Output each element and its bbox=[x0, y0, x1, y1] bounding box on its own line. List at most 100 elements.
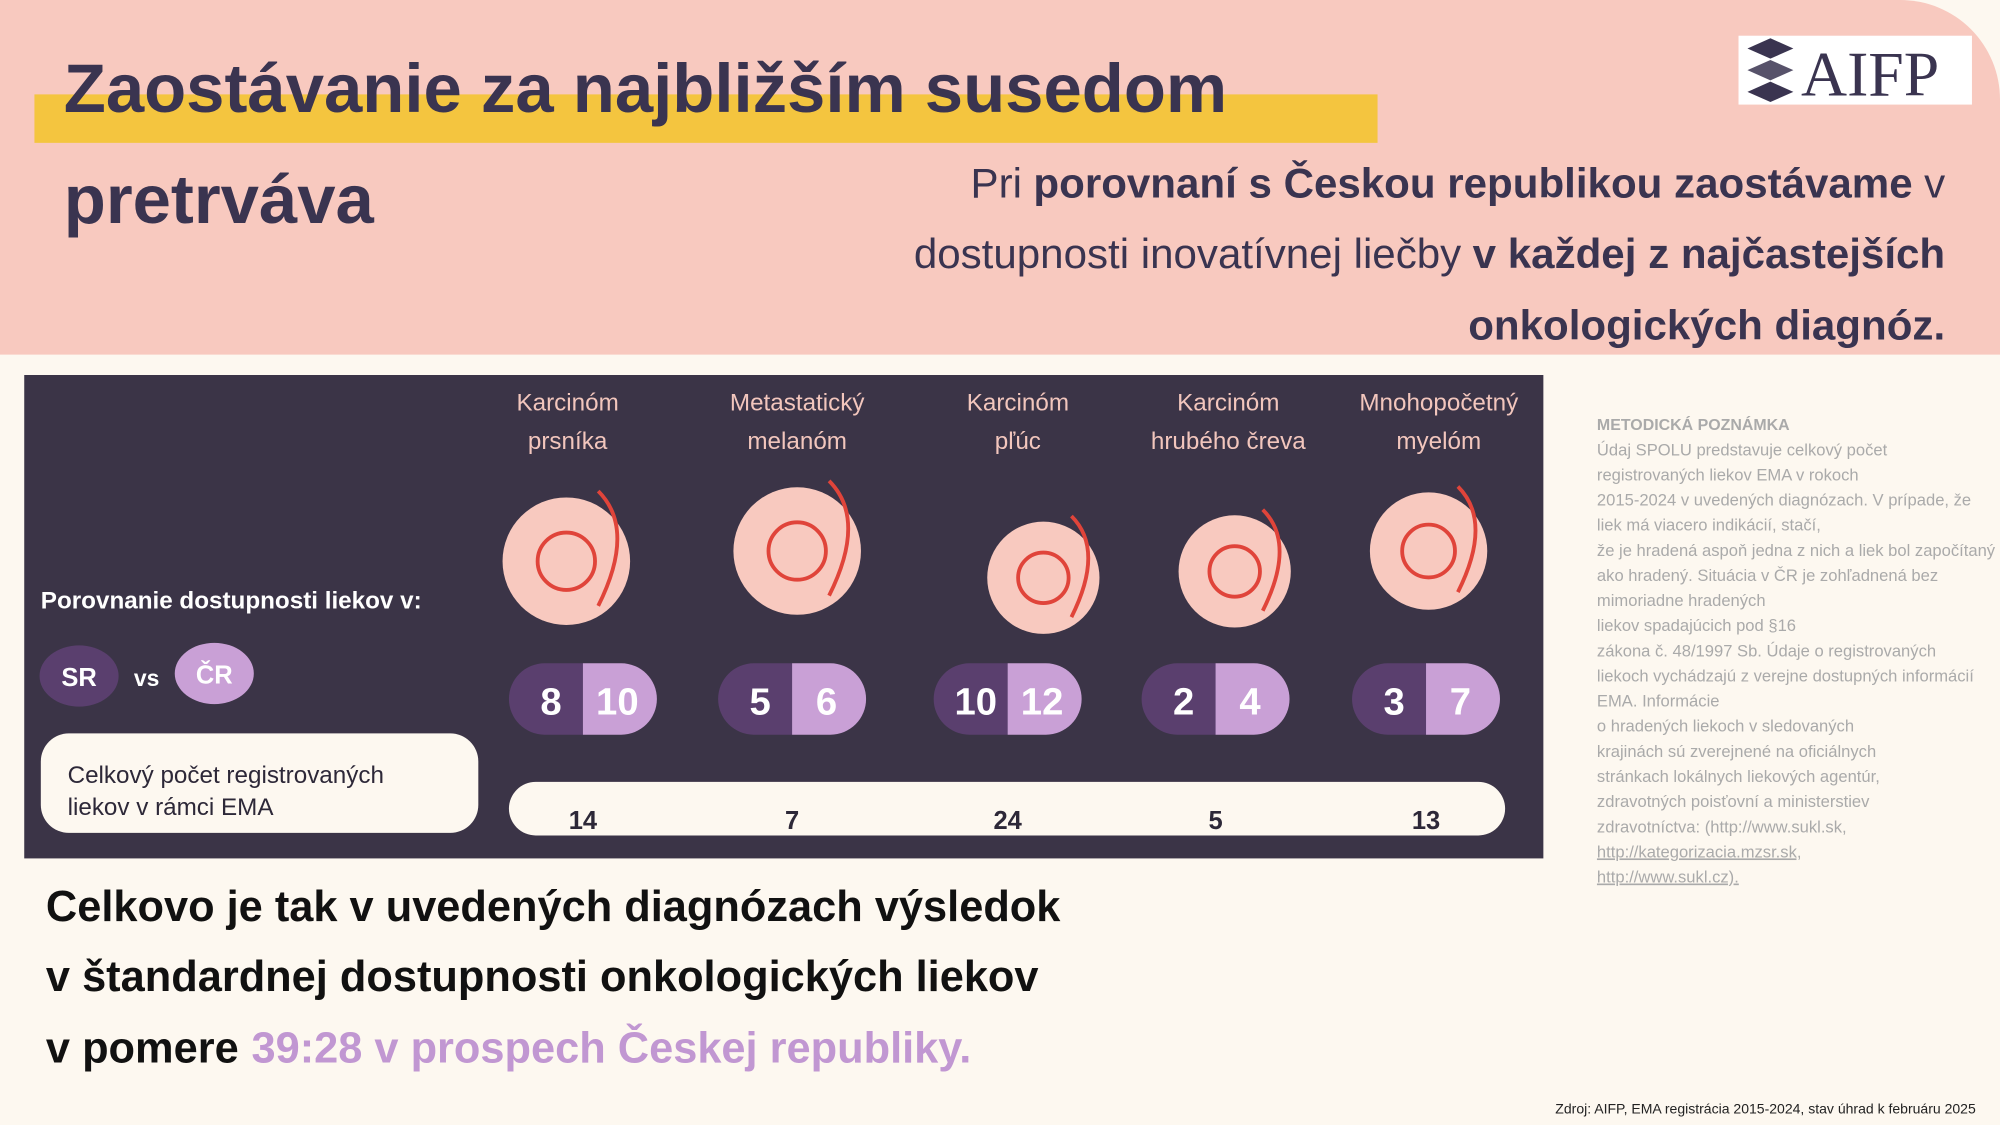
legend-title: Porovnanie dostupnosti liekov v: bbox=[41, 587, 422, 614]
sr-pill bbox=[718, 663, 793, 735]
logo-text: AIFP bbox=[1801, 39, 1939, 110]
note-line: zákona č. 48/1997 Sb. Údaje o registrova… bbox=[1597, 641, 1936, 660]
subtitle-segment: v bbox=[1924, 160, 1945, 207]
note-line: liek má viacero indikácií, stačí, bbox=[1597, 516, 1821, 535]
sr-pill bbox=[1352, 663, 1427, 735]
ema-value: 13 bbox=[1412, 807, 1440, 835]
subtitle-segment: Pri bbox=[971, 160, 1022, 207]
diagnosis-icon-detail bbox=[1207, 544, 1262, 599]
sr-pill bbox=[1141, 663, 1216, 735]
diagnosis-icon-detail bbox=[766, 520, 828, 582]
note-line: o hradených liekoch v sledovaných bbox=[1597, 717, 1854, 736]
source: Zdroj: AIFP, EMA registrácia 2015-2024, … bbox=[1555, 1101, 1976, 1117]
ema-label-box bbox=[40, 733, 479, 833]
diagnosis-icon-circle bbox=[1178, 515, 1291, 628]
ema-bar bbox=[508, 781, 1506, 836]
sr-pill bbox=[933, 663, 1008, 735]
diagnosis-name: Mnohopočetný bbox=[1359, 390, 1519, 417]
title-line: pretrváva bbox=[64, 161, 375, 238]
note-line: EMA. Informácie bbox=[1597, 692, 1720, 711]
conclusion-line: Celkovo je tak v uvedených diagnózach vý… bbox=[46, 883, 1061, 931]
note-line: krajinách sú zverejnené na oficiálnych bbox=[1597, 742, 1876, 761]
diagnosis-icon-stroke bbox=[1456, 485, 1478, 593]
ema-label-line: Celkový počet registrovaných bbox=[68, 762, 384, 789]
note-line: registrovaných liekov EMA v rokoch bbox=[1597, 465, 1859, 484]
diagnosis-name: myelóm bbox=[1396, 428, 1481, 455]
subtitle-segment: onkologických diagnóz. bbox=[1468, 301, 1945, 348]
diagnosis-name: Karcinóm bbox=[516, 390, 618, 417]
conclusion-segment: v štandardnej dostupnosti onkologických … bbox=[46, 953, 1039, 1001]
note-line: http://kategorizacia.mzsr.sk, bbox=[1597, 842, 1802, 861]
diagnosis-icon-circle bbox=[1369, 492, 1488, 610]
cr-value: 12 bbox=[1021, 680, 1064, 723]
note-line: http://www.sukl.cz). bbox=[1597, 868, 1739, 887]
note-line: zdravotníctva: (http://www.sukl.sk, bbox=[1597, 817, 1847, 836]
note-line: liekoch vychádzajú z verejne dostupných … bbox=[1597, 667, 1974, 686]
diagnosis-name: prsníka bbox=[528, 428, 608, 455]
sr-badge bbox=[39, 645, 119, 707]
cr-value: 4 bbox=[1239, 680, 1261, 723]
diagnosis-name: hrubého čreva bbox=[1151, 428, 1306, 455]
sr-value: 10 bbox=[954, 680, 997, 723]
ema-value: 7 bbox=[785, 807, 799, 835]
diagnosis-icon-stroke bbox=[596, 489, 620, 607]
note-line: mimoriadne hradených bbox=[1597, 591, 1766, 610]
diagnosis-icon-stroke bbox=[827, 479, 851, 597]
sr-label: SR bbox=[61, 664, 96, 692]
note-line: zdravotných poisťovní a ministerstiev bbox=[1597, 792, 1870, 811]
cr-value: 10 bbox=[596, 680, 639, 723]
ema-value: 14 bbox=[569, 807, 598, 835]
subtitle-segment: dostupnosti inovatívnej liečby bbox=[914, 230, 1461, 277]
cr-pill bbox=[792, 663, 867, 735]
diagnosis-icon-detail bbox=[535, 530, 597, 592]
diagnosis-name: Karcinóm bbox=[1177, 390, 1279, 417]
ema-value: 24 bbox=[993, 807, 1022, 835]
title-line: Zaostávanie za najbližším susedom bbox=[64, 50, 1227, 127]
title-highlight bbox=[34, 94, 1378, 143]
note-title: METODICKÁ POZNÁMKA bbox=[1597, 415, 1790, 434]
note-line: stránkach lokálnych liekových agentúr, bbox=[1597, 767, 1880, 786]
cr-badge bbox=[174, 642, 254, 705]
diagnosis-icon-detail bbox=[1016, 550, 1071, 605]
ema-value: 5 bbox=[1208, 807, 1222, 835]
cr-pill bbox=[1426, 663, 1500, 735]
diagnosis-name: Karcinóm bbox=[967, 390, 1069, 417]
vs-label: vs bbox=[134, 665, 160, 691]
diagnosis-icon-stroke bbox=[1261, 508, 1282, 612]
logo-icon bbox=[1747, 38, 1794, 103]
subtitle-line: Pri porovnaní s Českou republikou zaostáv… bbox=[971, 159, 1946, 207]
sr-value: 3 bbox=[1383, 680, 1404, 723]
cr-value: 6 bbox=[816, 680, 837, 723]
sr-value: 2 bbox=[1173, 680, 1194, 723]
diagnosis-icon-circle bbox=[502, 497, 631, 625]
note-line: ako hradený. Situácia v ČR je zohľadnená… bbox=[1597, 566, 1938, 585]
diagnosis-icon-detail bbox=[1400, 522, 1457, 580]
diagnosis-name: melanóm bbox=[747, 428, 847, 455]
note-line: že je hradená aspoň jedna z nich a liek … bbox=[1597, 541, 1996, 560]
diagnosis-icon-circle bbox=[733, 487, 861, 615]
diagnosis-name: Metastatický bbox=[730, 390, 865, 417]
cr-value: 7 bbox=[1450, 680, 1471, 723]
cr-label: ČR bbox=[196, 660, 233, 690]
note-line: liekov spadajúcich pod §16 bbox=[1597, 616, 1796, 635]
conclusion-segment: Celkovo je tak v uvedených diagnózach vý… bbox=[46, 883, 1061, 931]
cr-pill bbox=[1215, 663, 1290, 735]
ema-label-line: liekov v rámci EMA bbox=[68, 794, 275, 821]
subtitle-segment: porovnaní s Českou republikou zaostávame bbox=[1033, 159, 1912, 207]
conclusion-line: v štandardnej dostupnosti onkologických … bbox=[46, 953, 1039, 1001]
note-line: 2015-2024 v uvedených diagnózach. V príp… bbox=[1597, 491, 1971, 510]
cr-pill bbox=[582, 663, 657, 735]
subtitle-line: dostupnosti inovatívnej liečby v každej z… bbox=[914, 230, 1945, 277]
diagnosis-icon-circle bbox=[987, 521, 1100, 634]
cr-pill bbox=[1007, 663, 1082, 735]
sr-value: 5 bbox=[750, 680, 771, 723]
sr-value: 8 bbox=[540, 680, 561, 723]
subtitle-line: onkologických diagnóz. bbox=[1468, 301, 1945, 348]
diagnosis-icon-stroke bbox=[1069, 514, 1091, 618]
conclusion-line: v pomere 39:28 v prospech Českej republik… bbox=[46, 1023, 971, 1072]
conclusion-segment: v pomere bbox=[46, 1025, 239, 1073]
header-band bbox=[0, 0, 2000, 355]
note-line: Údaj SPOLU predstavuje celkový počet bbox=[1597, 440, 1888, 459]
subtitle-segment: v každej z najčastejších bbox=[1473, 230, 1945, 277]
